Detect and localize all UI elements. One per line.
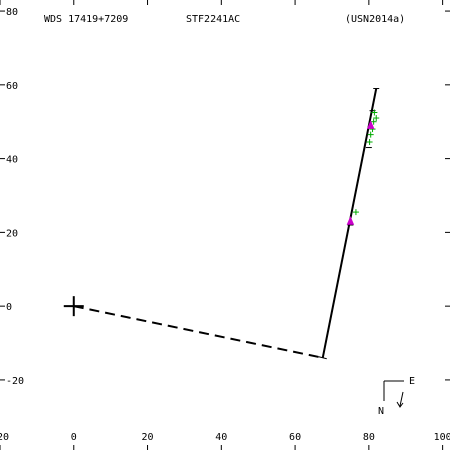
y-tick-label: 40 [6, 155, 18, 166]
observation-marker-green [367, 131, 374, 138]
orbit-data [63, 88, 380, 360]
observation-marker-green [370, 118, 377, 125]
x-tick-label: -20 [0, 432, 9, 443]
observation-marker-green [366, 139, 373, 146]
y-tick-label: -20 [6, 376, 24, 387]
motion-direction-arrow-icon [396, 391, 404, 408]
compass-east-label: E [409, 376, 415, 387]
orbit-reference-label: (USN2014a) [345, 14, 405, 25]
compass-indicator: E N [378, 376, 415, 417]
y-tick-label: 20 [6, 228, 18, 239]
compass-north-label: N [378, 406, 384, 417]
node-end-tick [318, 356, 327, 360]
x-tick-label: 60 [289, 432, 301, 443]
primary-star-marker [63, 296, 84, 317]
y-tick-label: 80 [6, 7, 18, 18]
x-tick-label: 0 [71, 432, 77, 443]
line-of-nodes [73, 305, 323, 359]
observation-marker-green [371, 109, 378, 116]
x-tick-label: 20 [142, 432, 154, 443]
observation-marker-green [373, 115, 380, 122]
discoverer-label: STF2241AC [186, 14, 240, 25]
y-tick-label: 60 [6, 81, 18, 92]
x-tick-label: 100 [434, 432, 450, 443]
wds-id-label: WDS 17419+7209 [44, 14, 128, 25]
x-tick-label: 40 [215, 432, 227, 443]
x-tick-label: 80 [363, 432, 375, 443]
axis-tick-labels: -20 0 20 40 60 80 -20 0 20 40 60 80 100 [0, 7, 450, 443]
observation-marker-magenta [346, 216, 355, 225]
observation-marker-green [352, 209, 359, 216]
y-tick-label: 0 [6, 302, 12, 313]
observation-marker-magenta [366, 120, 375, 129]
